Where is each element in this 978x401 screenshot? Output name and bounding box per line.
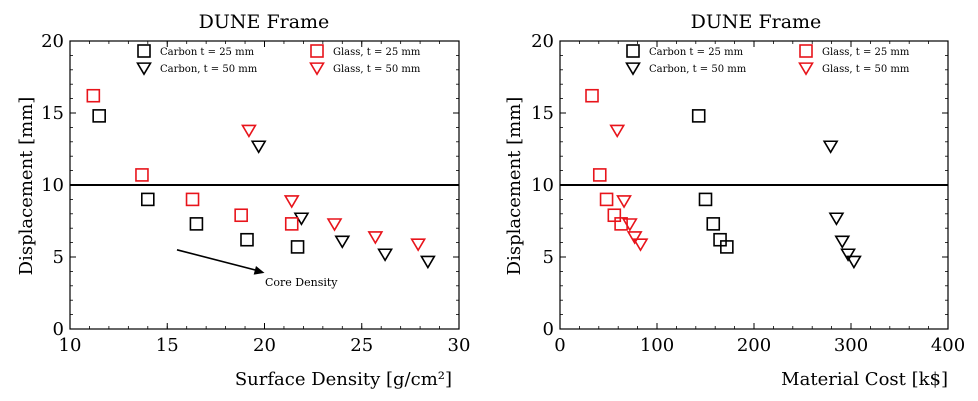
data-point [840,248,856,262]
data-point [92,109,106,123]
legend-marker [136,62,152,76]
x-tick-label: 300 [834,335,868,356]
tick-layer: 10 15 20 25 30 0 5 10 15 20 [41,31,470,356]
legend: Carbon t = 25 mm Carbon, t = 50 mm Glass, … [136,44,421,76]
x-tick-label: 400 [931,335,965,356]
y-tick-label: 10 [41,175,64,196]
data-point [616,195,632,209]
chart-title: DUNE Frame [691,11,822,33]
x-axis-label: Surface Density [g/cm²] [235,369,452,390]
y-tick-label: 5 [543,247,554,268]
data-point [240,232,254,247]
x-tick-label: 200 [737,335,771,356]
data-point [632,238,649,252]
data-point [698,192,713,207]
legend-label: Glass, t = 25 mm [333,47,421,58]
data-point [828,212,845,226]
x-tick-label: 100 [640,335,674,356]
y-tick-label: 0 [53,319,64,340]
data-point [250,140,267,154]
data-point [290,240,305,254]
data-point [234,208,248,223]
legend-marker [137,44,151,58]
legend: Carbon t = 25 mm Carbon, t = 50 mm Glass, … [625,44,910,76]
data-point [185,192,200,207]
tick-layer: 0 100 200 300 400 0 5 10 15 20 [531,31,965,356]
legend-label: Glass, t = 25 mm [822,47,910,58]
y-tick-label: 0 [543,319,554,340]
data-point [419,255,436,270]
legend-marker [799,44,813,58]
data-point [86,88,101,103]
data-point [691,109,706,123]
y-tick-label: 15 [41,103,64,124]
y-tick-label: 20 [41,31,64,52]
x-tick-label: 25 [350,335,373,356]
data-point [592,168,607,182]
data-point [599,192,614,207]
data-point [189,217,204,231]
marker-layer [86,88,436,270]
data-point [834,235,851,249]
data-point [585,88,599,103]
marker-layer [585,88,862,270]
data-point [241,124,257,139]
x-tick-label: 20 [253,335,276,356]
data-point [141,192,155,207]
legend-label: Carbon t = 25 mm [649,47,744,58]
y-tick-label: 10 [531,175,554,196]
y-tick-label: 15 [531,103,554,124]
legend-label: Glass, t = 50 mm [822,64,910,75]
y-axis-label: Displacement [mm] [504,97,525,276]
x-tick-label: 30 [448,335,471,356]
legend-label: Carbon, t = 50 mm [160,64,258,75]
legend-label: Carbon t = 25 mm [160,47,255,58]
chart-material-cost: DUNE Frame Material Cost [k$] Displaceme… [504,11,965,390]
legend-marker [310,44,324,58]
data-point [293,212,310,226]
y-tick-label: 20 [531,31,554,52]
chart-surface-density: DUNE Frame Surface Density [g/cm²] Displ… [16,11,470,390]
chart-title: DUNE Frame [199,11,330,33]
data-point [135,168,149,182]
data-point [283,195,300,209]
annotation-arrowhead [253,265,265,275]
legend-label: Carbon, t = 50 mm [649,64,747,75]
x-tick-label: 15 [156,335,179,356]
data-point [326,218,343,232]
data-point [822,140,839,154]
y-tick-label: 5 [53,247,64,268]
legend-marker [798,62,814,76]
x-axis-label: Material Cost [k$] [781,369,948,390]
x-tick-label: 0 [554,335,565,356]
data-point [706,217,721,231]
data-point [626,231,643,245]
data-point [377,248,393,262]
annotation-text: Core Density [265,276,338,289]
x-tick-label: 10 [59,335,82,356]
legend-marker [625,62,641,76]
data-point [410,238,427,252]
annotation-arrow [176,249,259,272]
legend-marker [309,62,325,76]
data-point [621,218,638,232]
data-point [334,235,351,249]
data-point [284,217,299,231]
data-point [720,240,734,254]
annotation: Core Density [176,249,338,289]
legend-marker [626,44,640,58]
data-point [367,231,384,245]
y-axis-label: Displacement [mm] [16,97,37,276]
data-point [846,255,862,270]
legend-label: Glass, t = 50 mm [333,64,421,75]
data-point [609,124,626,139]
